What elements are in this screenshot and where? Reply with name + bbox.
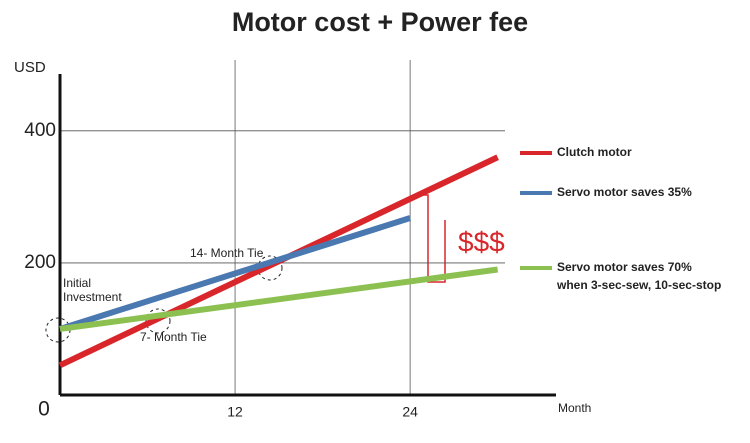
- savings-bracket: [420, 194, 446, 283]
- x-tick-label: 0: [38, 398, 50, 421]
- tie-marker: [145, 308, 171, 334]
- x-tick-label: 24: [402, 404, 418, 420]
- series-line: [59, 266, 499, 332]
- y-tick-label: 200: [24, 252, 56, 273]
- x-tick-label: 12: [227, 404, 243, 420]
- y-axis-label: USD: [14, 59, 46, 76]
- legend-label: Servo motor saves 70%: [557, 260, 692, 274]
- x-axis-label: Month: [558, 401, 591, 415]
- y-tick-label: 400: [24, 120, 56, 141]
- annotation: Initial: [63, 276, 91, 290]
- series-line: [59, 215, 412, 332]
- chart-title: Motor cost + Power fee: [232, 7, 528, 37]
- legend-label: Servo motor saves 35%: [557, 185, 692, 199]
- legend-note: when 3-sec-sew, 10-sec-stop: [556, 278, 721, 292]
- annotation: 7- Month Tie: [140, 330, 207, 344]
- annotation: 14- Month Tie: [190, 246, 264, 260]
- legend-label: Clutch motor: [557, 145, 632, 159]
- annotation: Investment: [63, 290, 122, 304]
- annotation: $$$: [458, 226, 505, 257]
